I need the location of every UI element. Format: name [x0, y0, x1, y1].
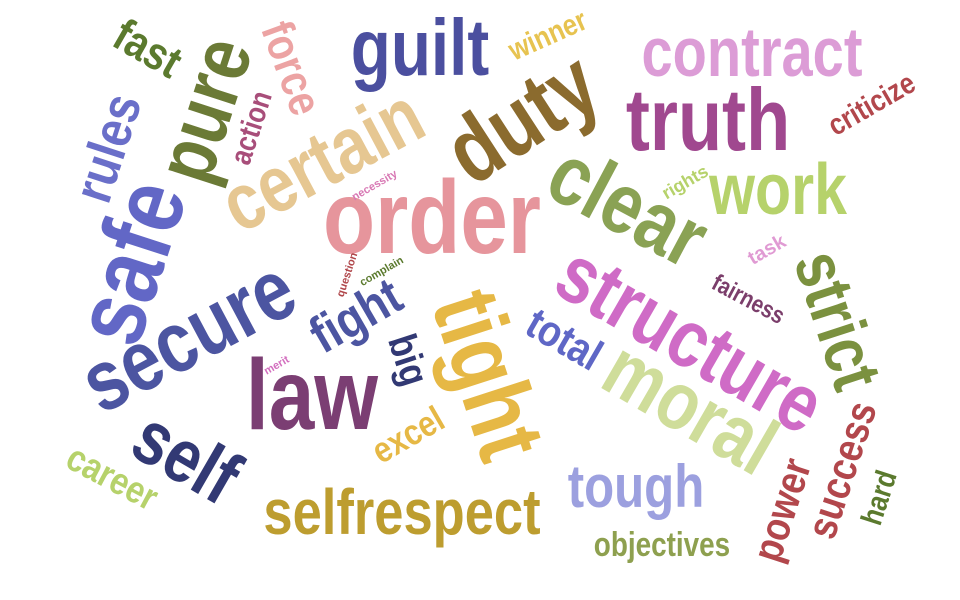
word-work: work	[709, 150, 847, 230]
word-tough: tough	[567, 453, 705, 520]
word-truth: truth	[625, 70, 791, 169]
word-contract: contract	[641, 13, 863, 91]
word-order: order	[323, 160, 541, 276]
word-selfrespect: selfrespect	[263, 476, 541, 548]
word-law: law	[245, 339, 379, 451]
word-objectives: objectives	[593, 526, 731, 564]
word-excel: excel	[364, 397, 452, 472]
word-guilt: guilt	[350, 3, 490, 92]
